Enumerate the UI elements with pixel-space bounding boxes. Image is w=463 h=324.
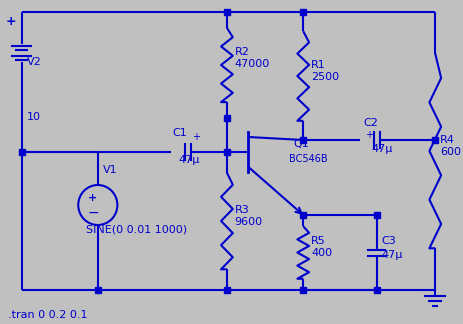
Text: R4: R4 bbox=[439, 135, 454, 145]
Text: +: + bbox=[191, 132, 199, 142]
Text: R5: R5 bbox=[310, 237, 325, 247]
Text: 47μ: 47μ bbox=[381, 250, 402, 260]
Text: BC546B: BC546B bbox=[288, 154, 326, 164]
Text: +: + bbox=[364, 130, 373, 140]
Text: 47000: 47000 bbox=[234, 59, 269, 69]
Text: 47μ: 47μ bbox=[178, 155, 199, 165]
Text: .tran 0 0.2 0.1: .tran 0 0.2 0.1 bbox=[8, 310, 87, 320]
Text: V2: V2 bbox=[26, 57, 41, 67]
Text: 9600: 9600 bbox=[234, 217, 263, 227]
Text: 10: 10 bbox=[26, 112, 40, 122]
Text: 600: 600 bbox=[439, 147, 460, 157]
Text: C3: C3 bbox=[381, 237, 395, 247]
Text: C2: C2 bbox=[363, 118, 377, 128]
Text: −: − bbox=[87, 206, 99, 220]
Text: C1: C1 bbox=[172, 128, 187, 138]
Text: +: + bbox=[88, 193, 97, 203]
Text: 2500: 2500 bbox=[310, 72, 338, 82]
Text: 47μ: 47μ bbox=[370, 144, 392, 154]
Text: +: + bbox=[6, 15, 17, 28]
Text: SINE(0 0.01 1000): SINE(0 0.01 1000) bbox=[86, 225, 187, 235]
Text: R3: R3 bbox=[234, 205, 249, 215]
Text: R2: R2 bbox=[234, 47, 249, 57]
Text: Q1: Q1 bbox=[293, 139, 308, 149]
Text: R1: R1 bbox=[310, 60, 325, 70]
Text: V1: V1 bbox=[102, 165, 117, 175]
Text: 400: 400 bbox=[310, 249, 332, 259]
